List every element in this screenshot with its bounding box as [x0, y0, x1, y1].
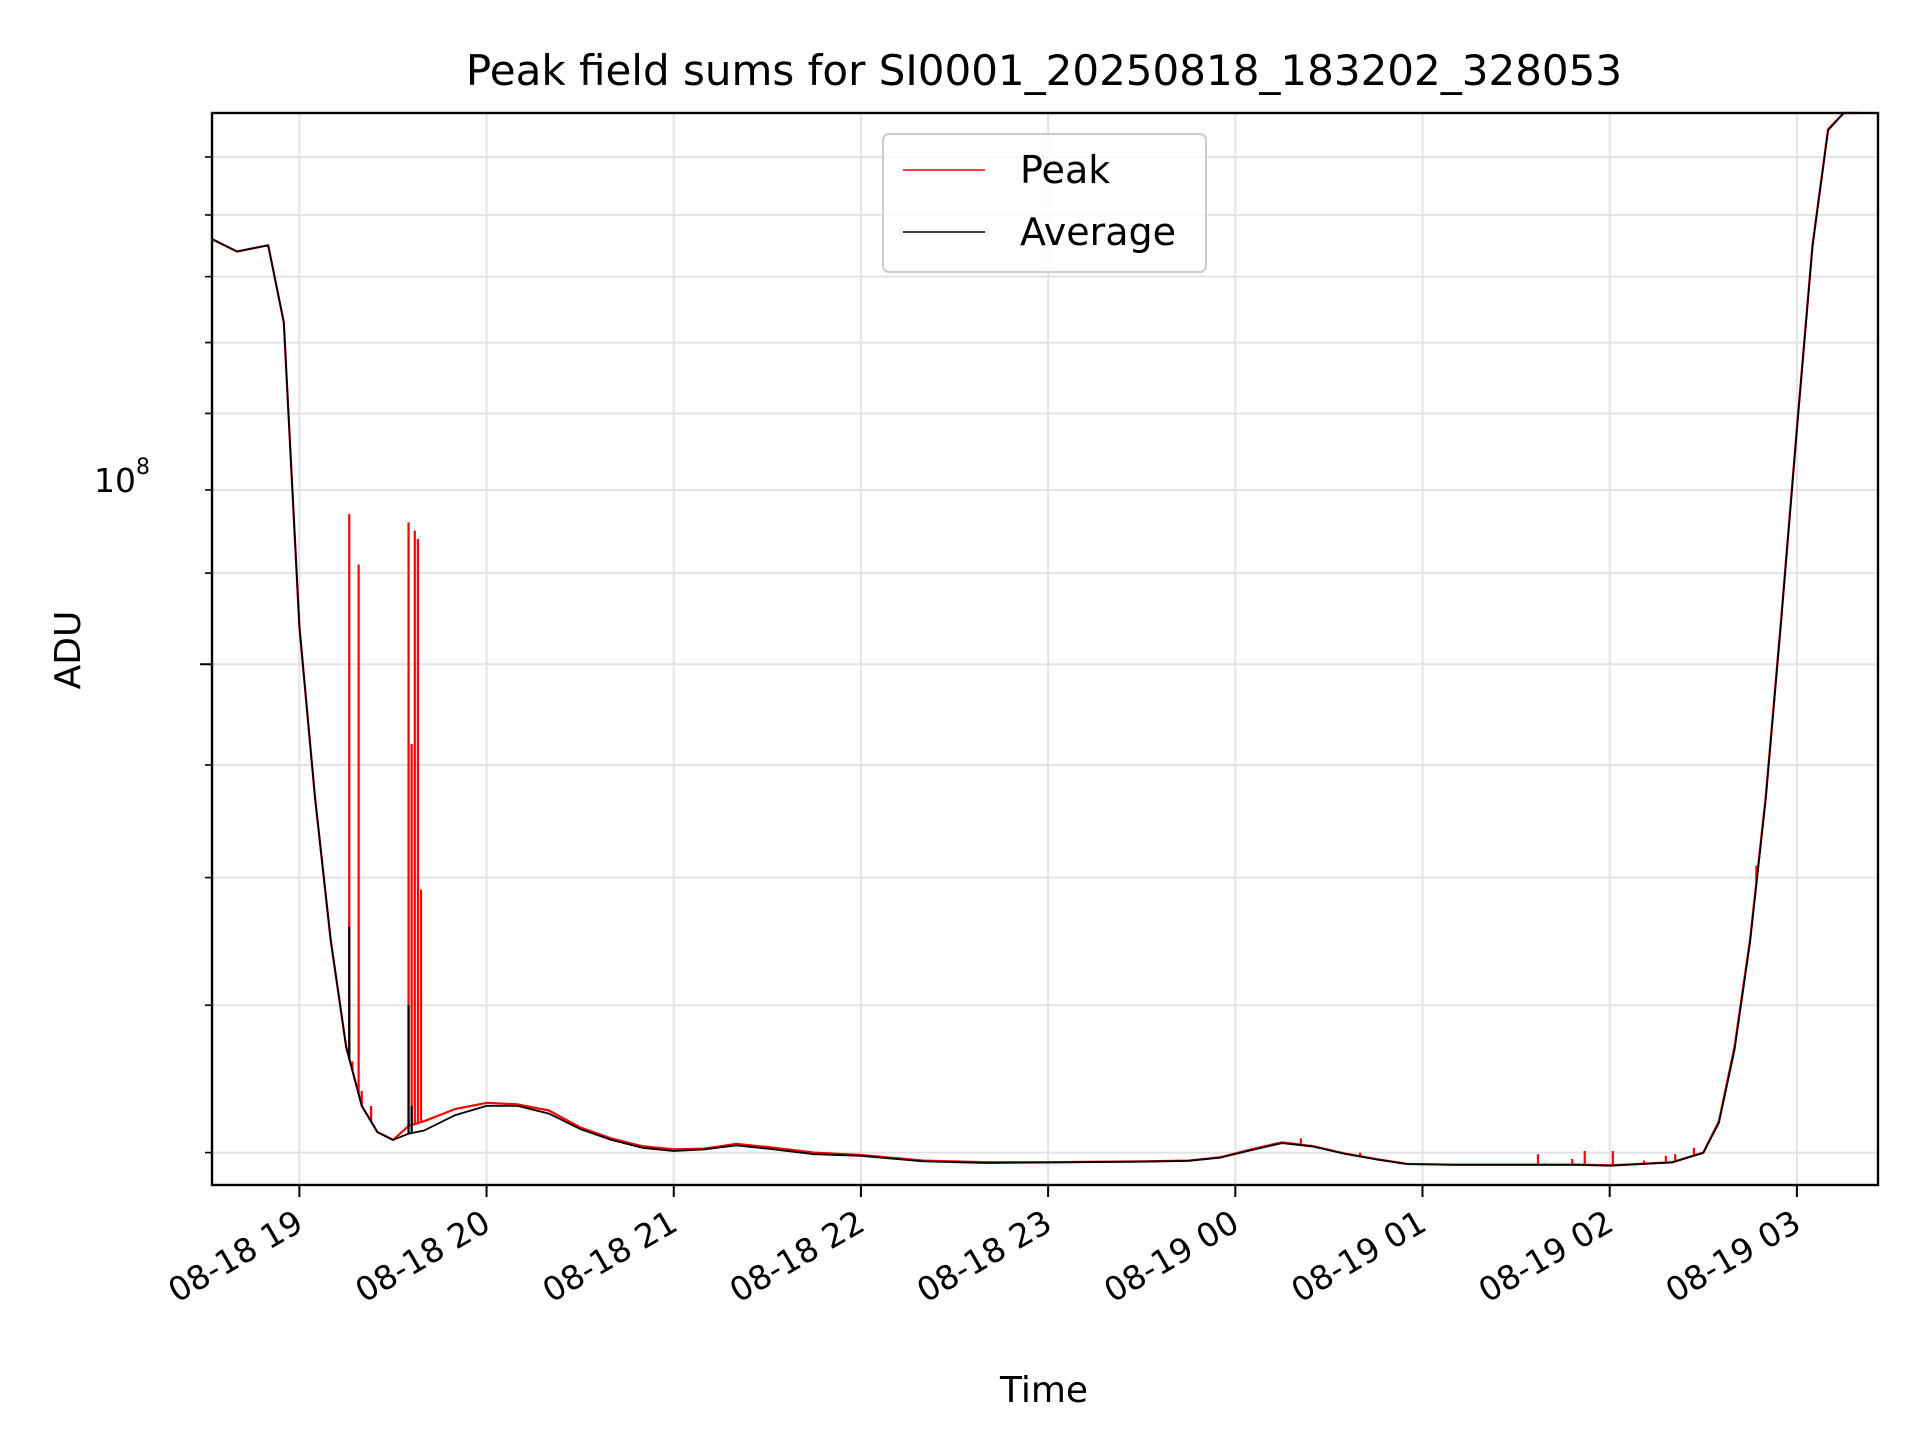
y-axis-label: ADU — [48, 611, 89, 690]
plot-area — [210, 111, 1880, 1187]
legend-box — [882, 133, 1207, 273]
y-tick-exponent: 8 — [136, 455, 150, 480]
y-axis-ticks — [200, 156, 212, 1154]
grid-lines — [212, 113, 1878, 1185]
legend-label-average: Average — [1020, 210, 1176, 254]
chart-title: Peak field sums for SI0001_20250818_1832… — [466, 46, 1622, 95]
plot-frame — [210, 111, 1880, 1187]
legend: Peak Average — [882, 133, 1207, 273]
series-average — [211, 112, 1860, 1167]
average-line — [211, 112, 1860, 1167]
y-tick-label-1e8: 108 — [94, 455, 150, 500]
y-tick-base: 10 — [94, 461, 136, 500]
x-axis-label: Time — [999, 1370, 1088, 1411]
plot-background — [212, 113, 1878, 1185]
legend-label-peak: Peak — [1020, 148, 1110, 192]
